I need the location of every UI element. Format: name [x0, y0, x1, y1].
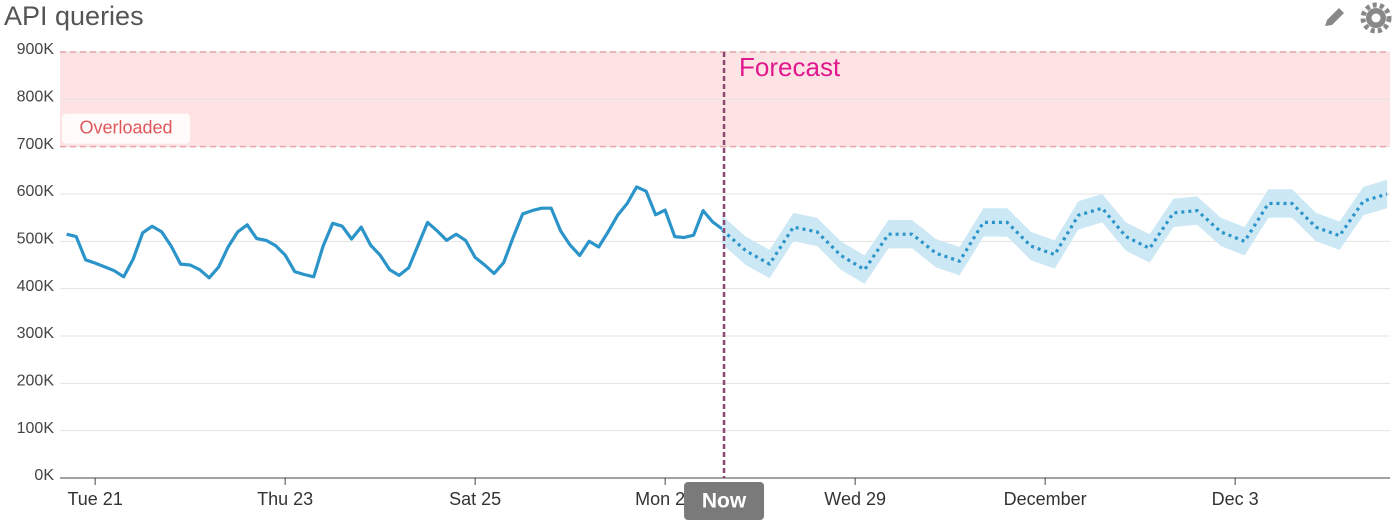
threshold-label-box: [62, 113, 190, 144]
edit-icon[interactable]: [1325, 8, 1344, 26]
y-tick-label: 100K: [17, 420, 55, 437]
forecast-label: Forecast: [739, 52, 841, 82]
gear-teeth: [1360, 2, 1392, 34]
chart-title: API queries: [4, 1, 144, 31]
y-tick-label: 900K: [17, 41, 55, 58]
x-tick-label: Tue 21: [67, 489, 122, 509]
now-label: Now: [702, 490, 747, 513]
x-tick-label: December: [1004, 489, 1087, 509]
settings-icon[interactable]: [1360, 2, 1392, 34]
plot: 0K 100K 200K 300K 400K 500K 600K 700K 800K 900K Ov…: [17, 41, 1390, 520]
now-label-box: [684, 482, 765, 520]
threshold-label: Overloaded: [79, 117, 172, 137]
plot-background: [60, 51, 1390, 479]
pencil: [1325, 8, 1344, 26]
series-line: [66, 185, 724, 280]
y-tick-label: 700K: [17, 136, 55, 153]
x-tick-label: Mon 27: [635, 489, 695, 509]
y-tick-label: 400K: [17, 278, 55, 295]
x-tick-label: Dec 3: [1212, 489, 1259, 509]
x-tick-label: Thu 23: [257, 489, 313, 509]
forecast-line: [721, 192, 1388, 272]
gear-hole: [1371, 13, 1381, 23]
y-tick-label: 600K: [17, 183, 55, 200]
forecast-band: [722, 179, 1388, 284]
y-tick-label: 200K: [17, 373, 55, 390]
x-tick-label: Sat 25: [449, 489, 501, 509]
y-tick-label: 0K: [34, 467, 54, 484]
x-tick-label: Wed 29: [824, 489, 886, 509]
y-tick-label: 500K: [17, 231, 55, 248]
y-tick-label: 300K: [17, 325, 55, 342]
y-tick-label: 800K: [17, 89, 55, 106]
